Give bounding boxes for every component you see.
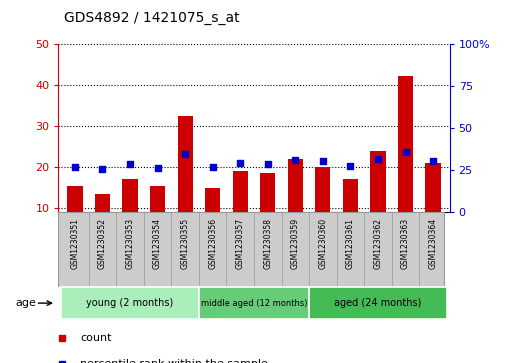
Bar [95, 194, 110, 249]
Point [181, 151, 189, 157]
Text: percentile rank within the sample: percentile rank within the sample [80, 359, 268, 363]
Text: GSM1230361: GSM1230361 [346, 218, 355, 269]
Text: GSM1230352: GSM1230352 [98, 218, 107, 269]
Bar [398, 77, 413, 249]
Bar [61, 287, 199, 319]
Text: GSM1230364: GSM1230364 [429, 218, 437, 269]
Point [153, 165, 162, 171]
Point [429, 158, 437, 164]
Text: GSM1230360: GSM1230360 [319, 218, 327, 269]
Text: GSM1230357: GSM1230357 [236, 218, 245, 269]
Text: middle aged (12 months): middle aged (12 months) [201, 299, 307, 307]
Point [374, 156, 382, 162]
Text: GSM1230351: GSM1230351 [71, 218, 79, 269]
Bar [233, 171, 248, 249]
Bar [343, 179, 358, 249]
Point [71, 164, 79, 170]
Bar [68, 185, 82, 249]
Point [319, 158, 327, 164]
Text: age: age [15, 298, 36, 308]
Bar [288, 159, 303, 249]
Bar [150, 185, 165, 249]
Bar [122, 179, 138, 249]
Text: GSM1230363: GSM1230363 [401, 218, 410, 269]
Bar [178, 115, 193, 249]
Text: GDS4892 / 1421075_s_at: GDS4892 / 1421075_s_at [64, 11, 239, 25]
Text: GSM1230362: GSM1230362 [373, 218, 383, 269]
Point [291, 157, 299, 163]
Text: GSM1230353: GSM1230353 [125, 218, 135, 269]
Text: GSM1230356: GSM1230356 [208, 218, 217, 269]
Text: count: count [80, 334, 111, 343]
Point [99, 166, 107, 172]
Bar [205, 188, 220, 249]
Bar [260, 173, 275, 249]
Point [236, 160, 244, 166]
Text: young (2 months): young (2 months) [86, 298, 174, 308]
Bar [426, 163, 440, 249]
Text: GSM1230358: GSM1230358 [263, 218, 272, 269]
Text: GSM1230355: GSM1230355 [181, 218, 189, 269]
Point [126, 161, 134, 167]
Text: GSM1230359: GSM1230359 [291, 218, 300, 269]
Bar [315, 167, 330, 249]
Bar [370, 151, 386, 249]
Bar [309, 287, 447, 319]
Point [209, 164, 217, 170]
Text: aged (24 months): aged (24 months) [334, 298, 422, 308]
Point [264, 161, 272, 167]
Text: GSM1230354: GSM1230354 [153, 218, 162, 269]
Bar [199, 287, 309, 319]
Point [401, 149, 409, 155]
Point [346, 163, 355, 169]
